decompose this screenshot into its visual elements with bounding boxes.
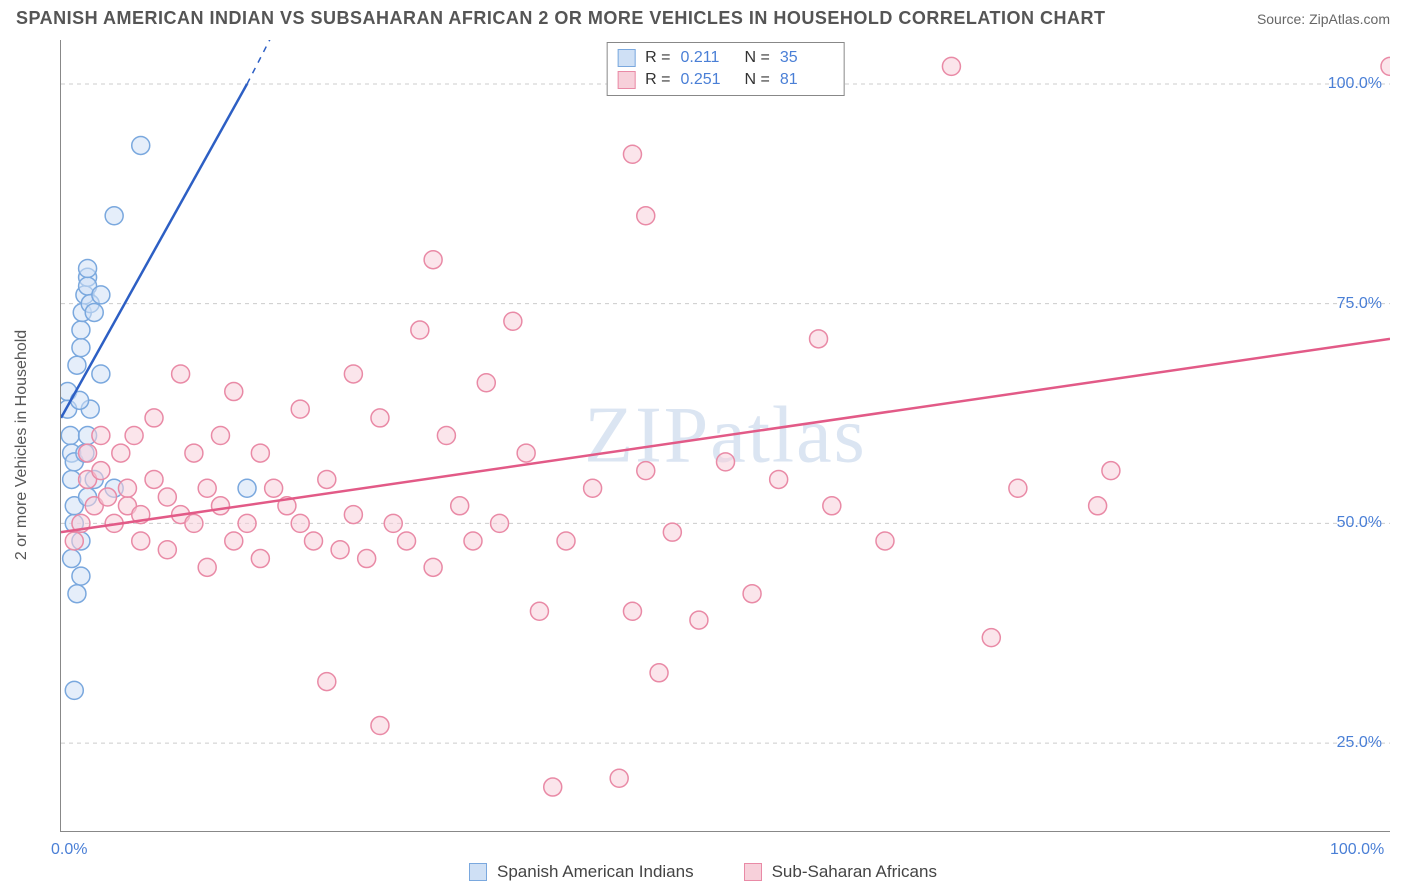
correlation-legend: R = 0.211 N = 35 R = 0.251 N = 81	[606, 42, 845, 96]
y-axis-label: 2 or more Vehicles in Household	[13, 330, 31, 560]
y-tick-label: 100.0%	[1328, 75, 1382, 93]
scatter-plot: ZIPatlas R = 0.211 N = 35 R = 0.251 N = …	[60, 40, 1390, 832]
y-tick-label: 25.0%	[1337, 734, 1382, 752]
legend-row-series-2: R = 0.251 N = 81	[617, 69, 834, 91]
chart-title: SPANISH AMERICAN INDIAN VS SUBSAHARAN AF…	[16, 8, 1106, 29]
y-tick-label: 50.0%	[1337, 514, 1382, 532]
legend-label-1: Spanish American Indians	[497, 862, 694, 882]
x-tick-label: 0.0%	[51, 841, 87, 859]
legend-r-label: R =	[645, 71, 670, 89]
legend-item-1: Spanish American Indians	[469, 862, 694, 882]
legend-label-2: Sub-Saharan Africans	[772, 862, 937, 882]
plot-svg	[61, 40, 1390, 831]
legend-r-value-2: 0.251	[681, 71, 735, 89]
legend-swatch-2	[617, 71, 635, 89]
legend-row-series-1: R = 0.211 N = 35	[617, 47, 834, 69]
chart-source: Source: ZipAtlas.com	[1257, 11, 1390, 27]
legend-swatch-1	[617, 49, 635, 67]
chart-header: SPANISH AMERICAN INDIAN VS SUBSAHARAN AF…	[0, 0, 1406, 33]
y-tick-label: 75.0%	[1337, 295, 1382, 313]
legend-swatch-bottom-2	[744, 863, 762, 881]
x-tick-label: 100.0%	[1330, 841, 1384, 859]
legend-n-label: N =	[745, 49, 770, 67]
legend-n-value-2: 81	[780, 71, 834, 89]
legend-swatch-bottom-1	[469, 863, 487, 881]
series-legend: Spanish American Indians Sub-Saharan Afr…	[0, 862, 1406, 882]
legend-r-value-1: 0.211	[681, 49, 735, 67]
legend-n-label: N =	[745, 71, 770, 89]
chart-area: 2 or more Vehicles in Household ZIPatlas…	[40, 40, 1390, 832]
legend-n-value-1: 35	[780, 49, 834, 67]
legend-item-2: Sub-Saharan Africans	[744, 862, 937, 882]
legend-r-label: R =	[645, 49, 670, 67]
